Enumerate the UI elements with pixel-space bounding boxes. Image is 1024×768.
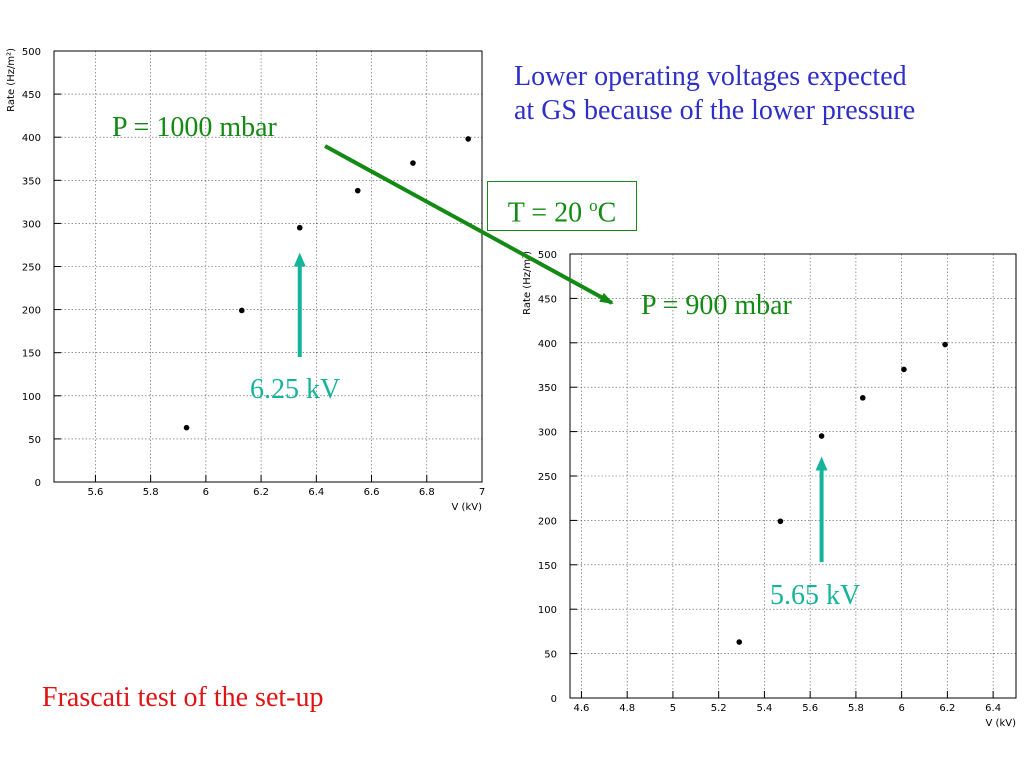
voltage-label-5-65: 5.65 kV xyxy=(770,580,861,611)
data-point xyxy=(183,424,190,431)
data-point xyxy=(942,341,948,348)
temperature-prefix: T = 20 xyxy=(507,197,590,229)
data-point xyxy=(901,366,907,373)
chart-900mbar: 0 50 100 150 200 250 300 350 400 450 500 4.6 4.8 5 5.2… xyxy=(522,250,1017,729)
subtitle-line-1: Lower operating voltages expected xyxy=(514,61,907,92)
y-tick-label: 400 xyxy=(22,133,41,144)
y-tick-label: 200 xyxy=(538,516,557,527)
data-point xyxy=(859,395,866,401)
x-tick-label: 4.6 xyxy=(573,703,589,714)
x-tick-label: 6.4 xyxy=(308,487,324,498)
data-point xyxy=(465,136,471,142)
y-tick-label: 300 xyxy=(22,219,41,230)
x-tick-label: 5.4 xyxy=(756,703,772,714)
data-point xyxy=(736,639,743,645)
connector-arrow xyxy=(324,144,614,305)
y-tick-label: 50 xyxy=(28,435,41,446)
x-tick-label: 5.8 xyxy=(848,703,864,714)
x-tick-label: 6 xyxy=(203,487,209,498)
data-point xyxy=(818,433,825,439)
y-tick-label: 450 xyxy=(538,294,557,305)
x-axis-label: V (kV) xyxy=(986,718,1017,729)
x-tick-label: 5.6 xyxy=(802,703,818,714)
temperature-box: T = 20 oC xyxy=(487,181,637,231)
x-tick-label: 6.8 xyxy=(419,487,435,498)
x-tick-label: 6.6 xyxy=(364,487,380,498)
y-tick-label: 250 xyxy=(538,472,557,483)
y-tick-label: 450 xyxy=(22,90,41,101)
y-tick-label: 100 xyxy=(538,605,557,616)
y-tick-label: 400 xyxy=(538,339,557,350)
y-tick-label: 350 xyxy=(538,383,557,394)
temperature-unit: C xyxy=(597,197,617,229)
data-point xyxy=(238,307,245,314)
x-tick-label: 5.2 xyxy=(711,703,727,714)
y-tick-label: 150 xyxy=(22,349,41,360)
y-tick-label: 300 xyxy=(538,428,557,439)
pressure-1000-label: P = 1000 mbar xyxy=(112,112,277,143)
y-tick-label: 0 xyxy=(551,694,557,705)
slide-subtitle: Lower operating voltages expected at GS … xyxy=(514,60,915,128)
y-tick-label: 0 xyxy=(35,478,41,489)
x-tick-label: 5.8 xyxy=(143,487,159,498)
y-tick-label: 150 xyxy=(538,561,557,572)
pressure-900-label: P = 900 mbar xyxy=(641,290,792,321)
y-tick-label: 200 xyxy=(22,306,41,317)
y-tick-label: 500 xyxy=(22,47,41,58)
x-axis-label: V (kV) xyxy=(452,502,483,513)
x-tick-label: 5.6 xyxy=(87,487,103,498)
y-axis-label: Rate (Hz/m²) xyxy=(522,251,533,315)
x-tick-label: 6.2 xyxy=(939,703,955,714)
x-tick-label: 6.2 xyxy=(253,487,269,498)
voltage-label-6-25: 6.25 kV xyxy=(250,374,341,405)
slide-footer: Frascati test of the set-up xyxy=(42,682,324,713)
y-axis-label: Rate (Hz/m²) xyxy=(6,48,17,112)
y-tick-label: 250 xyxy=(22,263,41,274)
y-tick-label: 500 xyxy=(538,250,557,261)
x-tick-label: 6.4 xyxy=(985,703,1001,714)
data-point xyxy=(296,224,303,231)
subtitle-line-2: at GS because of the lower pressure xyxy=(514,95,916,126)
x-tick-label: 6 xyxy=(898,703,904,714)
data-point xyxy=(777,518,784,525)
data-point xyxy=(354,187,361,194)
degree-symbol: o xyxy=(589,196,598,215)
data-point xyxy=(410,160,416,166)
y-tick-label: 50 xyxy=(544,650,557,661)
x-tick-label: 5 xyxy=(670,703,676,714)
x-tick-label: 4.8 xyxy=(619,703,635,714)
chart-1000mbar: 0 50 100 150 200 250 300 350 400 450 500 5.6 5.8 6 6.2… xyxy=(6,47,485,513)
y-tick-label: 350 xyxy=(22,176,41,187)
x-tick-label: 7 xyxy=(479,487,485,498)
y-tick-label: 100 xyxy=(22,392,41,403)
